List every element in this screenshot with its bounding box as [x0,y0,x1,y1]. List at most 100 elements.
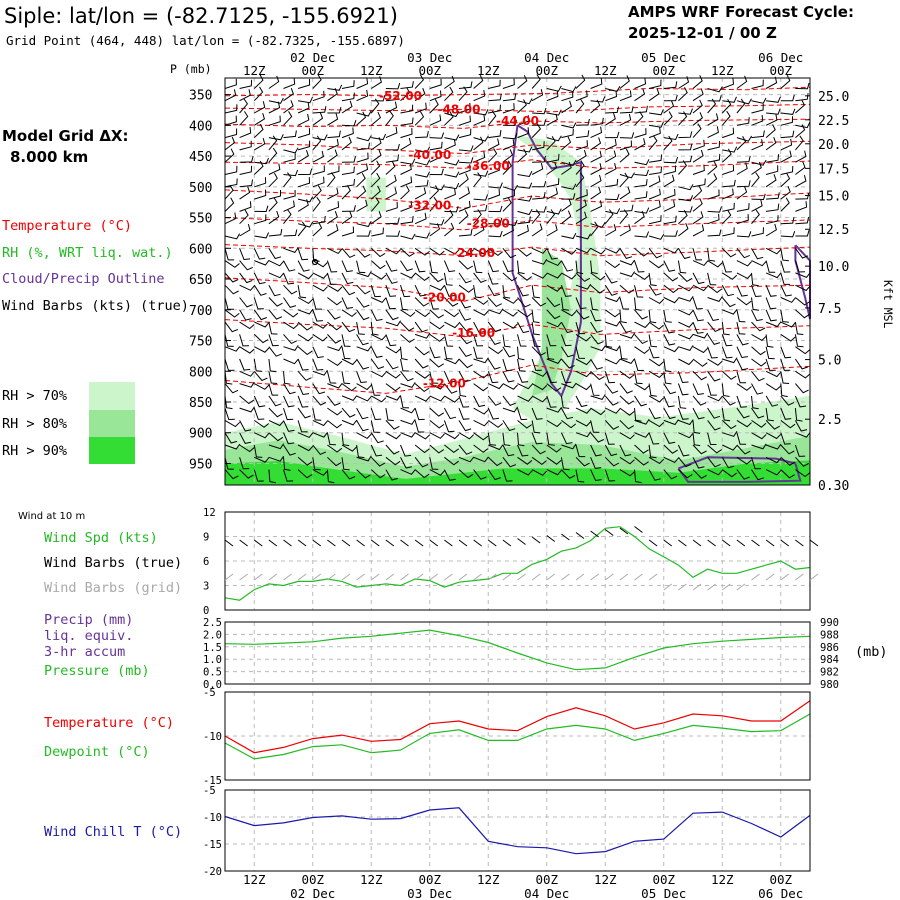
wind-barb [502,444,515,457]
wind-barb [531,88,544,102]
wind-barb [575,444,586,458]
wind-barb [648,297,665,305]
wind-barb [546,208,562,215]
wind-barb [502,272,518,282]
wind-barb [385,160,396,175]
wind-barb [575,469,585,483]
wind-barb [707,113,719,126]
wind-barb [254,157,269,165]
wind-barb [517,75,528,89]
wind-barb [692,358,708,367]
wind-barb [663,444,678,454]
wind-barb [400,128,413,139]
wind-barb [254,383,270,390]
true-wind-barb [619,527,629,535]
wind-barb [473,370,489,379]
wind10m-label: Wind at 10 m [18,511,85,522]
grid-wind-barb [648,573,658,581]
wind-barb [590,407,606,416]
wind-barb [707,206,722,213]
top-date-label: 03 Dec [407,50,452,65]
wind-barb [560,457,570,471]
wind-barb [429,420,445,429]
wind-barb [400,87,411,102]
wind-barb [473,135,489,142]
wind-barb [239,346,255,354]
bottom-time-tick-label: 00Z [301,872,324,887]
wind-barb [341,205,356,212]
wind-barb [663,383,677,395]
wind-barb [502,297,518,304]
wind-barb [751,297,760,311]
wind-barb [268,284,281,297]
wind-barb [561,272,577,280]
wind-barb [239,248,251,261]
grid-wind-barb [531,573,541,581]
bottom-time-tick-label: 00Z [535,872,558,887]
wind-barb [268,395,282,407]
pressure-tick-label: 950 [189,457,212,472]
wind-barb [751,469,764,481]
wind-barb [239,457,250,470]
wind-barb [517,182,533,189]
wind-barb [619,469,635,477]
wind-barb [692,321,704,334]
wind-barb [327,224,339,237]
wind-barb [458,272,472,284]
wind-barb [751,139,764,151]
wind-barb [604,456,620,467]
wind-barb [327,84,343,91]
wind-barb [297,370,312,381]
wind-barb [561,128,574,139]
wind-barb [736,260,752,267]
wind-barb [327,420,343,429]
wind-barb [722,308,738,315]
model-grid-label: Model Grid ΔX: [2,127,129,145]
wind-barb [414,272,430,282]
wind-barb [224,260,240,268]
wind-barb [370,358,385,370]
isotherm-label: -48.00 [438,102,481,116]
grid-wind-barb [224,573,234,581]
wind-barb [385,187,397,200]
grid-wind-barb [795,573,804,581]
wind-barb [751,161,762,175]
wind-barb [722,357,738,364]
wind-barb [575,199,587,212]
wind-barb [487,284,501,297]
wind-barb [546,161,558,175]
true-wind-barb [634,526,643,533]
true-wind-barb [707,539,716,547]
wind-barb [400,431,416,438]
cross-section-panel: -52.00 -48.00 -44.00 -40.00 -36.00 -32.00 -28.… [189,74,849,494]
model-grid-value: 8.000 km [10,148,88,166]
wind-barb [795,272,811,279]
wind-barb [327,334,342,344]
wind-barb [722,202,735,212]
wind-barb [415,232,430,239]
wind-barb [634,395,647,407]
wind-barb [590,96,606,103]
wind-barb [385,469,398,481]
wind-barb [780,395,795,406]
wind-barb [663,188,676,200]
wind-barb [560,260,574,272]
wind-barb [312,176,325,188]
wind-barb [356,135,372,142]
wind-barb [634,247,649,257]
wind-barb [751,443,767,450]
wind-barb [736,407,750,419]
wind-barb [795,370,811,379]
wind-barb [795,161,806,175]
wind-barb [327,444,343,453]
wind-barb [341,127,354,139]
wind-barb [751,321,766,332]
wind-barb [590,260,598,275]
grid-wind-barb [341,573,351,581]
wind-barb [370,285,381,298]
isotherm-label: -40.00 [408,148,451,162]
wind-barb [473,334,484,347]
true-wind-barb [795,539,804,547]
wind-barb [458,407,470,420]
